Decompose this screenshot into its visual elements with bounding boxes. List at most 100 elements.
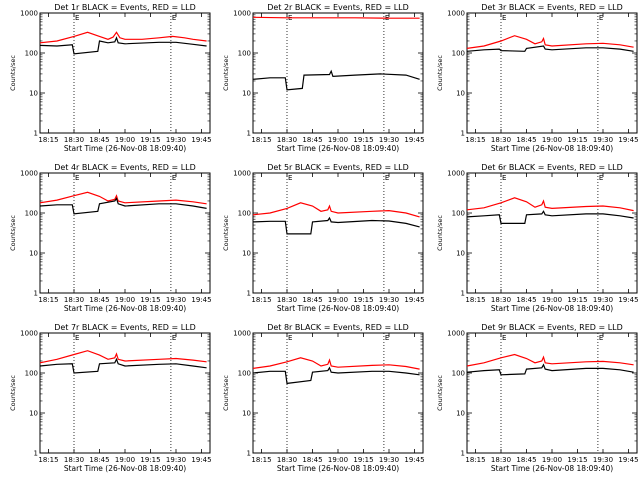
- x-tick-label: 19:45: [191, 136, 211, 144]
- panel-title: Det 8r BLACK = Events, RED = LLD: [267, 323, 409, 332]
- y-tick-label: 1: [461, 130, 465, 138]
- y-tick-label: 1: [34, 450, 38, 458]
- x-tick-label: 19:15: [567, 296, 587, 304]
- events-series-line: [252, 216, 420, 235]
- x-tick-label: 18:30: [491, 136, 511, 144]
- y-tick-label: 100: [25, 370, 38, 378]
- panel-7: Det 7r BLACK = Events, RED = LLD E E 1 10 100…: [9, 323, 212, 473]
- y-tick-label: 1: [34, 290, 38, 298]
- panel-3: Det 3r BLACK = Events, RED = LLD E E 1 10 100…: [436, 3, 639, 153]
- y-tick-label: 100: [25, 210, 38, 218]
- x-tick-label: 19:00: [328, 456, 348, 464]
- marker-label: E: [385, 174, 389, 182]
- marker-label: E: [502, 174, 506, 182]
- y-tick-label: 10: [242, 410, 251, 418]
- x-tick-label: 18:30: [277, 136, 297, 144]
- events-series-line: [466, 363, 634, 376]
- marker-label: E: [599, 174, 603, 182]
- x-axis-label: Start Time (26-Nov-08 18:09:40): [491, 304, 613, 313]
- lld-series-line: [252, 202, 420, 218]
- x-tick-label: 18:15: [251, 296, 271, 304]
- x-tick-label: 19:30: [593, 296, 613, 304]
- y-tick-label: 100: [238, 370, 251, 378]
- x-tick-label: 19:15: [140, 136, 160, 144]
- y-tick-label: 10: [29, 410, 38, 418]
- x-tick-label: 19:45: [404, 296, 424, 304]
- marker-label: E: [75, 334, 79, 342]
- x-tick-label: 18:45: [516, 296, 536, 304]
- x-tick-label: 18:45: [89, 456, 109, 464]
- y-tick-label: 100: [238, 210, 251, 218]
- y-tick-label: 1: [247, 290, 251, 298]
- events-series-line: [466, 45, 634, 52]
- y-tick-label: 10: [456, 250, 465, 258]
- panel-title: Det 5r BLACK = Events, RED = LLD: [267, 163, 409, 172]
- lld-series-line: [39, 31, 207, 44]
- panel-title: Det 2r BLACK = Events, RED = LLD: [267, 3, 409, 12]
- x-tick-label: 18:30: [491, 456, 511, 464]
- lld-series-line: [466, 197, 634, 212]
- x-tick-label: 19:45: [618, 136, 638, 144]
- x-axis-label: Start Time (26-Nov-08 18:09:40): [277, 464, 399, 473]
- x-tick-label: 18:15: [38, 296, 58, 304]
- x-axis-label: Start Time (26-Nov-08 18:09:40): [64, 304, 186, 313]
- x-tick-label: 19:30: [166, 456, 186, 464]
- y-tick-label: 100: [452, 370, 465, 378]
- y-tick-label: 1: [461, 290, 465, 298]
- x-tick-label: 18:15: [38, 136, 58, 144]
- marker-label: E: [502, 334, 506, 342]
- x-tick-label: 19:30: [379, 456, 399, 464]
- y-tick-label: 10: [242, 250, 251, 258]
- x-tick-label: 19:45: [191, 296, 211, 304]
- y-axis-label: Counts/sec: [9, 375, 17, 411]
- x-tick-label: 18:30: [277, 456, 297, 464]
- panel-4: Det 4r BLACK = Events, RED = LLD E E 1 10 100…: [9, 163, 212, 313]
- x-tick-label: 18:30: [277, 296, 297, 304]
- marker-label: E: [172, 14, 176, 22]
- plot-frame: [466, 332, 638, 454]
- x-axis-label: Start Time (26-Nov-08 18:09:40): [491, 144, 613, 153]
- x-tick-label: 18:45: [302, 296, 322, 304]
- y-tick-label: 100: [25, 50, 38, 58]
- y-tick-label: 1: [247, 130, 251, 138]
- x-tick-label: 18:30: [64, 136, 84, 144]
- x-tick-label: 18:45: [302, 456, 322, 464]
- y-tick-label: 1: [247, 450, 251, 458]
- y-tick-label: 1000: [20, 170, 38, 178]
- y-tick-label: 1000: [20, 330, 38, 338]
- y-tick-label: 1000: [20, 10, 38, 18]
- marker-label: E: [75, 14, 79, 22]
- x-axis-label: Start Time (26-Nov-08 18:09:40): [277, 144, 399, 153]
- x-tick-label: 19:30: [166, 136, 186, 144]
- x-tick-label: 19:15: [140, 296, 160, 304]
- lld-series-line: [466, 353, 634, 367]
- x-tick-label: 19:30: [379, 296, 399, 304]
- marker-label: E: [288, 174, 292, 182]
- x-tick-label: 18:45: [89, 136, 109, 144]
- y-tick-label: 1000: [447, 10, 465, 18]
- x-tick-label: 18:15: [38, 456, 58, 464]
- x-axis-label: Start Time (26-Nov-08 18:09:40): [64, 464, 186, 473]
- y-tick-label: 1000: [233, 10, 251, 18]
- y-axis-label: Counts/sec: [222, 55, 230, 91]
- x-tick-label: 19:00: [542, 136, 562, 144]
- x-tick-label: 18:15: [251, 456, 271, 464]
- x-axis-label: Start Time (26-Nov-08 18:09:40): [491, 464, 613, 473]
- plot-frame: [252, 332, 424, 454]
- marker-label: E: [502, 14, 506, 22]
- x-tick-label: 19:45: [191, 456, 211, 464]
- y-axis-label: Counts/sec: [9, 55, 17, 91]
- y-tick-label: 1000: [447, 330, 465, 338]
- x-tick-label: 18:30: [491, 296, 511, 304]
- marker-label: E: [385, 334, 389, 342]
- panel-1: Det 1r BLACK = Events, RED = LLD E E 1 10 100…: [9, 3, 212, 153]
- x-tick-label: 19:45: [618, 296, 638, 304]
- events-series-line: [252, 366, 420, 385]
- x-tick-label: 19:15: [353, 136, 373, 144]
- x-tick-label: 19:45: [618, 456, 638, 464]
- plot-frame: [252, 172, 424, 294]
- y-tick-label: 100: [452, 50, 465, 58]
- events-series-line: [252, 69, 420, 91]
